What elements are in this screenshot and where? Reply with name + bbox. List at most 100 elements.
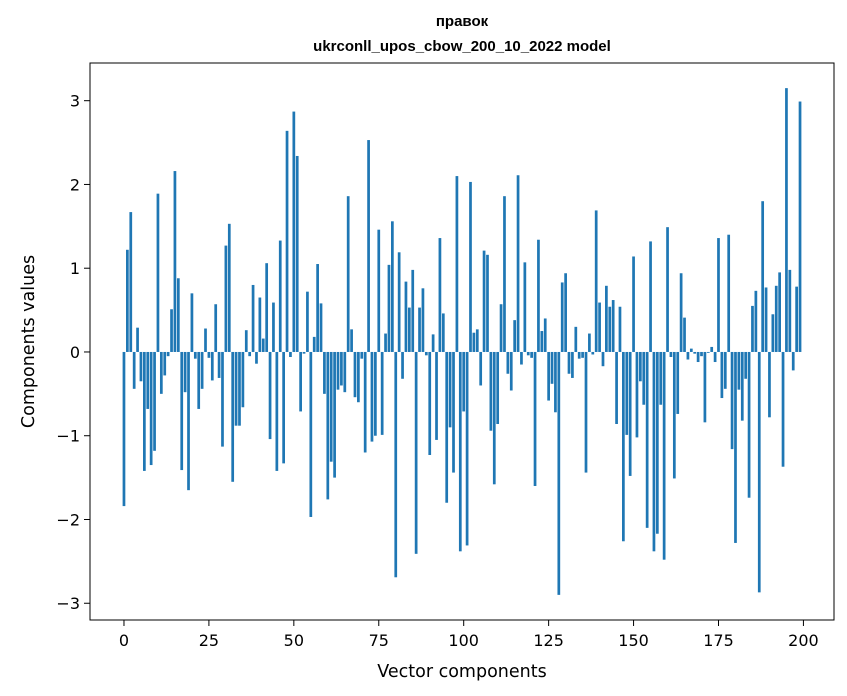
- bar-60: [326, 351, 330, 500]
- bar-105: [479, 351, 483, 386]
- bar-119: [526, 351, 530, 356]
- bar-63: [336, 351, 340, 390]
- bar-130: [564, 273, 567, 352]
- bar-4: [136, 327, 139, 352]
- bar-188: [761, 201, 765, 352]
- bar-0: [122, 351, 126, 507]
- bar-182: [740, 351, 744, 421]
- bar-15: [173, 171, 177, 352]
- bar-40: [258, 297, 262, 352]
- bar-116: [516, 175, 520, 352]
- bar-165: [683, 317, 686, 352]
- bar-174: [713, 351, 717, 363]
- bar-10: [156, 193, 160, 352]
- bar-93: [438, 238, 442, 352]
- bar-169: [696, 351, 700, 363]
- bar-90: [428, 351, 432, 455]
- bar-147: [622, 351, 625, 542]
- bar-62: [333, 351, 336, 478]
- bar-38: [251, 284, 255, 352]
- bar-145: [615, 351, 618, 424]
- y-tick-label-3: 3: [70, 92, 80, 111]
- bar-187: [757, 351, 761, 593]
- bar-22: [197, 351, 201, 409]
- bar-131: [567, 351, 571, 374]
- bar-148: [625, 351, 629, 435]
- bar-32: [231, 351, 235, 482]
- bar-89: [424, 351, 428, 356]
- y-tick-label--3: −3: [56, 594, 80, 613]
- bar-104: [475, 329, 479, 352]
- bar-77: [384, 333, 387, 352]
- bar-8: [149, 351, 153, 466]
- bar-127: [554, 351, 557, 413]
- bar-140: [598, 302, 601, 352]
- bar-87: [418, 307, 421, 352]
- bar-177: [723, 351, 727, 389]
- bar-107: [486, 254, 489, 352]
- bar-118: [523, 262, 527, 352]
- bar-82: [401, 351, 404, 379]
- bar-114: [509, 351, 513, 391]
- y-tick-label--1: −1: [56, 427, 80, 446]
- plot-frame: [89, 62, 835, 621]
- bar-13: [166, 351, 170, 357]
- bar-150: [632, 256, 635, 352]
- x-tick-label-75: 75: [369, 631, 389, 650]
- bar-39: [255, 351, 258, 364]
- x-tick-label-200: 200: [788, 631, 819, 650]
- bar-163: [676, 351, 680, 414]
- bar-120: [530, 351, 533, 358]
- bar-20: [190, 293, 194, 352]
- bar-135: [581, 351, 584, 358]
- bar-136: [584, 351, 588, 473]
- bar-52: [299, 351, 302, 412]
- bar-167: [689, 348, 693, 352]
- bar-46: [278, 240, 282, 352]
- bar-31: [227, 223, 231, 352]
- bar-198: [795, 286, 798, 352]
- bar-45: [275, 351, 279, 471]
- bar-72: [367, 140, 370, 352]
- x-tick-label-0: 0: [119, 631, 129, 650]
- bar-37: [248, 351, 252, 357]
- y-tick-label--2: −2: [56, 510, 80, 529]
- bar-141: [601, 351, 605, 367]
- y-axis-label: Components values: [19, 255, 39, 428]
- bar-98: [455, 176, 459, 352]
- bar-121: [533, 351, 537, 486]
- bar-21: [193, 351, 197, 359]
- bar-43: [268, 351, 272, 440]
- bar-9: [153, 351, 156, 451]
- y-tick-label-0: 0: [70, 343, 80, 362]
- bar-146: [618, 306, 622, 352]
- bar-123: [540, 331, 544, 352]
- bar-115: [513, 320, 517, 352]
- bar-151: [635, 351, 639, 438]
- bar-158: [659, 351, 663, 405]
- bar-110: [496, 351, 500, 424]
- bar-30: [224, 245, 228, 352]
- bar-6: [143, 351, 146, 471]
- bar-3: [132, 351, 136, 389]
- bar-51: [295, 155, 299, 352]
- bar-56: [312, 336, 316, 352]
- bar-100: [462, 351, 466, 412]
- bar-166: [686, 351, 690, 360]
- bar-164: [679, 273, 683, 352]
- bar-2: [129, 212, 133, 352]
- bar-126: [550, 351, 554, 384]
- bar-11: [159, 351, 163, 394]
- bar-175: [717, 238, 720, 352]
- bar-81: [397, 252, 401, 352]
- bar-27: [214, 304, 218, 352]
- bar-65: [343, 351, 347, 393]
- bar-129: [560, 282, 564, 352]
- bar-97: [452, 351, 455, 473]
- bar-1: [126, 249, 129, 352]
- bar-171: [703, 351, 707, 423]
- bar-197: [791, 351, 795, 371]
- bar-134: [577, 351, 581, 359]
- x-tick-label-50: 50: [284, 631, 304, 650]
- bar-160: [666, 227, 669, 352]
